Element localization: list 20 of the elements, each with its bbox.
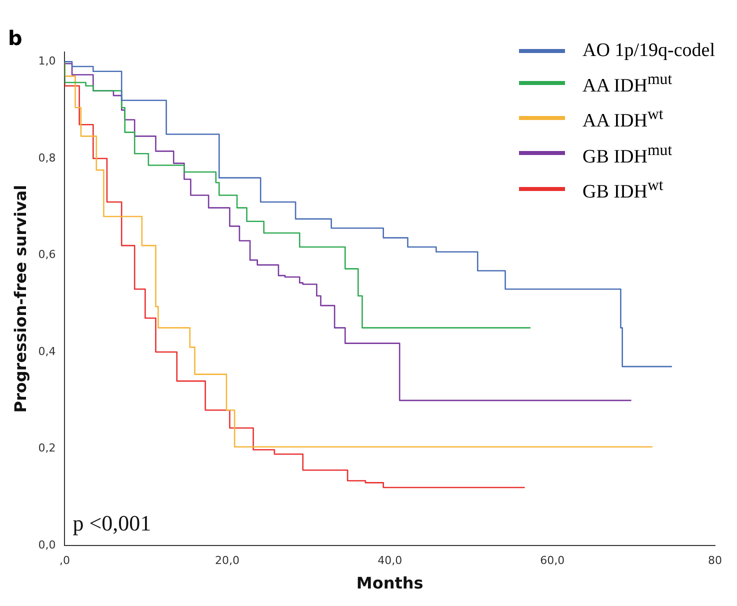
x-tick-label: 20,0 bbox=[215, 554, 240, 568]
chart-title: b bbox=[8, 26, 22, 50]
annotation: p <0,001 bbox=[72, 510, 152, 536]
legend-label: GB IDH$^{mut}$ bbox=[582, 140, 672, 169]
legend-label: GB IDH$^{wt}$ bbox=[582, 176, 664, 204]
legend-label: AA IDH$^{wt}$ bbox=[582, 105, 664, 134]
y-tick-label: 0,2 bbox=[38, 442, 56, 455]
legend-label: AO 1p/19q-codel bbox=[582, 39, 715, 63]
x-axis-title: Months bbox=[356, 574, 424, 593]
legend-label: AA IDH$^{mut}$ bbox=[582, 70, 672, 98]
y-tick-label: 0,8 bbox=[38, 151, 56, 164]
x-tick-label: ,0 bbox=[59, 554, 70, 568]
x-tick-label: 80 bbox=[708, 554, 722, 568]
y-tick-label: 1,0 bbox=[38, 54, 56, 68]
y-tick-label: 0,0 bbox=[38, 538, 56, 552]
y-tick-label: 0,6 bbox=[38, 248, 56, 262]
x-tick-label: 40,0 bbox=[378, 554, 402, 568]
y-axis-title: Progression-free survival bbox=[10, 184, 30, 413]
x-tick-label: 60,0 bbox=[540, 554, 565, 568]
y-tick-label: 0,4 bbox=[38, 344, 56, 358]
